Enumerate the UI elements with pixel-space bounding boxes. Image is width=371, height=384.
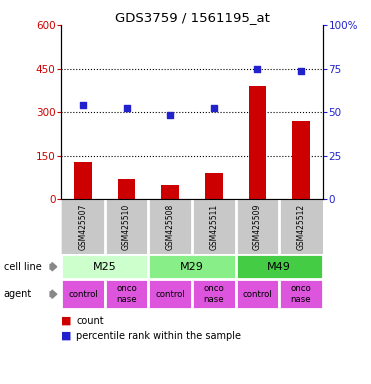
Bar <box>148 279 192 309</box>
Text: GSM425508: GSM425508 <box>166 204 175 250</box>
Text: count: count <box>76 316 104 326</box>
Text: onco
nase: onco nase <box>116 285 137 304</box>
Point <box>124 105 129 111</box>
Text: M49: M49 <box>267 262 291 272</box>
Text: control: control <box>68 290 98 299</box>
Bar <box>205 173 223 199</box>
Bar <box>61 279 105 309</box>
Bar <box>148 254 236 279</box>
Bar <box>292 121 310 199</box>
Bar <box>236 279 279 309</box>
Point <box>80 102 86 108</box>
Bar <box>236 254 323 279</box>
Text: M25: M25 <box>93 262 117 272</box>
Text: GSM425509: GSM425509 <box>253 204 262 250</box>
Text: GSM425510: GSM425510 <box>122 204 131 250</box>
Bar <box>105 279 148 309</box>
Text: ■: ■ <box>61 316 72 326</box>
Point <box>255 66 260 72</box>
Text: M29: M29 <box>180 262 204 272</box>
Bar <box>74 162 92 199</box>
Text: onco
nase: onco nase <box>290 285 311 304</box>
Bar <box>192 279 236 309</box>
Point <box>298 68 304 74</box>
Text: onco
nase: onco nase <box>203 285 224 304</box>
Text: control: control <box>243 290 272 299</box>
Title: GDS3759 / 1561195_at: GDS3759 / 1561195_at <box>115 11 269 24</box>
Text: control: control <box>155 290 185 299</box>
Text: agent: agent <box>4 289 32 299</box>
Bar <box>279 279 323 309</box>
Text: GSM425511: GSM425511 <box>209 204 218 250</box>
Text: ■: ■ <box>61 331 72 341</box>
Point <box>167 112 173 118</box>
Bar <box>249 86 266 199</box>
Bar <box>61 254 148 279</box>
Text: GSM425507: GSM425507 <box>79 204 88 250</box>
Text: percentile rank within the sample: percentile rank within the sample <box>76 331 241 341</box>
Text: GSM425512: GSM425512 <box>296 204 305 250</box>
Bar <box>161 185 179 199</box>
Text: cell line: cell line <box>4 262 42 272</box>
Bar <box>118 179 135 199</box>
Point <box>211 105 217 111</box>
